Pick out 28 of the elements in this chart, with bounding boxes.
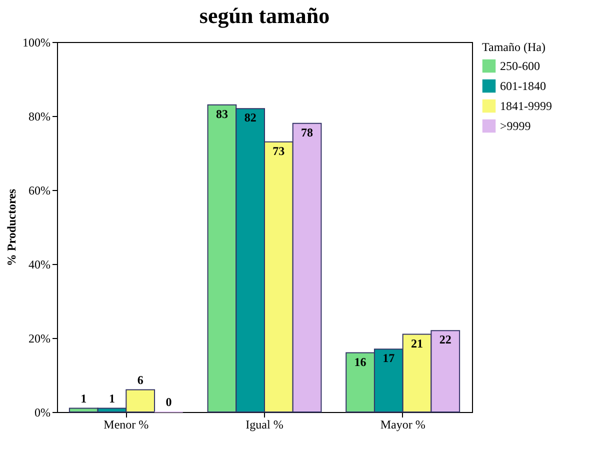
legend-label: 601-1840 xyxy=(500,79,546,93)
legend-label: 1841-9999 xyxy=(500,99,552,113)
y-tick-label: 40% xyxy=(28,258,50,272)
legend-label: 250-600 xyxy=(500,59,540,73)
data-label: 78 xyxy=(301,125,314,140)
data-label: 82 xyxy=(244,110,256,125)
data-label: 1 xyxy=(80,391,87,406)
y-tick-label: 20% xyxy=(28,332,50,346)
x-tick-label: Igual % xyxy=(246,418,284,432)
data-label: 21 xyxy=(411,336,424,350)
data-label: 6 xyxy=(137,372,144,387)
legend-title: Tamaño (Ha) xyxy=(482,40,546,54)
x-tick-label: Menor % xyxy=(104,418,149,432)
data-label: 0 xyxy=(166,395,172,409)
y-tick-label: 80% xyxy=(28,110,50,124)
y-axis-title: % Productores xyxy=(4,188,19,266)
y-tick-label: 100% xyxy=(22,36,50,50)
data-label: 73 xyxy=(272,144,285,158)
data-label: 83 xyxy=(216,106,228,121)
data-label: 17 xyxy=(382,351,395,366)
x-tick-label: Mayor % xyxy=(380,418,426,432)
y-tick-label: 0% xyxy=(34,406,50,420)
chart-title: según tamaño xyxy=(199,3,330,28)
legend-label: >9999 xyxy=(500,119,531,133)
data-label: 16 xyxy=(354,354,366,369)
data-label: 1 xyxy=(108,391,115,406)
data-label: 22 xyxy=(439,332,452,347)
y-tick-label: 60% xyxy=(28,184,50,198)
